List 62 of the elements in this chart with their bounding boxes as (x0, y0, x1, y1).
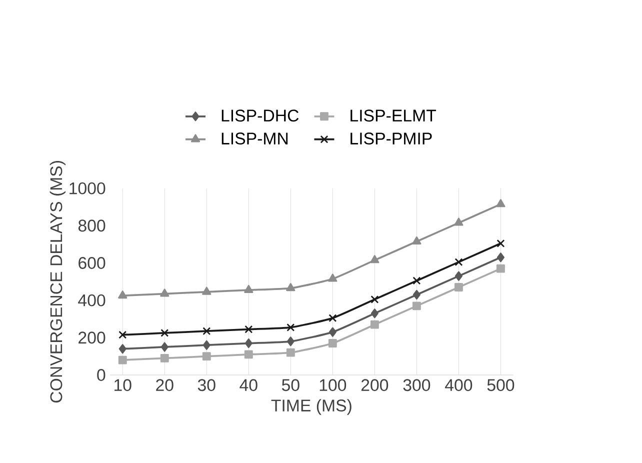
point (244, 338, 252, 348)
x-tick-label: 20 (156, 379, 174, 392)
point (118, 344, 126, 354)
point (328, 339, 337, 348)
point (454, 271, 462, 281)
point (244, 350, 253, 359)
x-tick-label: 50 (282, 379, 300, 392)
point (412, 276, 421, 285)
point (412, 236, 422, 244)
point (496, 239, 505, 248)
y-tick-label: 600 (78, 257, 106, 269)
point (328, 327, 336, 337)
point (328, 314, 337, 322)
y-tick-label: 400 (78, 294, 106, 306)
point (118, 290, 128, 299)
point (202, 286, 212, 295)
y-tick-label: 1000 (70, 182, 106, 194)
y-tick-label: 200 (78, 332, 106, 344)
point (454, 218, 464, 226)
x-tick-label: 400 (445, 379, 472, 392)
point (328, 274, 338, 282)
point (286, 283, 296, 292)
point (454, 258, 463, 266)
legend-label: LISP-PMIP (350, 132, 432, 144)
y-tick-label: 800 (78, 220, 106, 232)
point (454, 283, 463, 292)
point (412, 290, 420, 300)
point (370, 255, 380, 264)
legend-label: LISP-ELMT (350, 110, 436, 122)
x-tick-label: 500 (487, 379, 514, 392)
x-tick-label: 200 (361, 379, 388, 392)
point (286, 323, 295, 332)
point (118, 330, 127, 339)
legend-label: LISP-MN (222, 132, 288, 144)
x-axis-title: TIME (MS) (271, 399, 352, 415)
point (496, 252, 504, 262)
point (202, 327, 211, 336)
point (160, 342, 168, 352)
point (160, 328, 169, 338)
point (160, 288, 170, 297)
y-axis-title: CONVERGENCE DELAYS (MS) (50, 161, 66, 402)
point (202, 340, 210, 350)
point (160, 354, 169, 362)
point (370, 295, 379, 304)
x-tick-label: 100 (320, 379, 346, 392)
legend-label: LISP-DHC (222, 110, 299, 122)
point (412, 302, 421, 310)
point (286, 348, 295, 357)
point (286, 336, 294, 346)
point (370, 308, 378, 318)
point (244, 284, 254, 293)
y-tick-label: 0 (97, 369, 106, 381)
point (496, 264, 505, 273)
point (202, 352, 211, 361)
point (496, 199, 506, 208)
x-tick-label: 300 (403, 379, 430, 392)
x-tick-label: 30 (198, 379, 216, 392)
point (118, 356, 127, 364)
point (244, 325, 253, 334)
x-tick-label: 40 (240, 379, 258, 392)
point (370, 320, 379, 329)
x-tick-label: 10 (114, 379, 132, 392)
